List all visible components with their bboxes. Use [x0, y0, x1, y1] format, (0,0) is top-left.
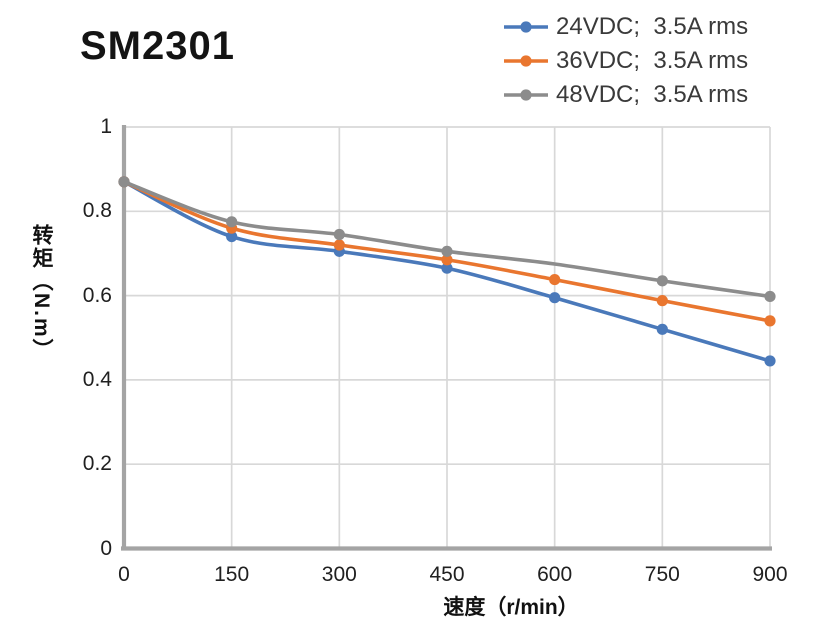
- series-marker-24vdc-150: [226, 230, 238, 243]
- series-marker-48vdc-900: [764, 290, 776, 303]
- series-marker-48vdc-300: [333, 228, 345, 241]
- legend-item-48vdc: 48VDC; 3.5A rms: [503, 81, 748, 108]
- series-marker-36vdc-600: [549, 273, 561, 286]
- x-axis-title: 速度（r/min）: [443, 596, 579, 619]
- y-axis-title: 转矩（N.m）: [30, 224, 53, 362]
- series-marker-36vdc-300: [333, 239, 345, 251]
- series-marker-48vdc-0: [118, 176, 130, 188]
- chart-title: SM2301: [80, 24, 235, 68]
- legend-item-36vdc: 36VDC; 3.5A rms: [503, 47, 748, 74]
- series-marker-36vdc-900: [764, 315, 776, 327]
- x-tick-label-750: 750: [644, 563, 680, 586]
- x-tick-label-900: 900: [752, 563, 788, 586]
- x-tick-label-300: 300: [321, 563, 357, 586]
- legend-label-24vdc: 24VDC; 3.5A rms: [556, 13, 749, 40]
- series-marker-48vdc-450: [441, 245, 453, 257]
- series-marker-36vdc-450: [441, 254, 453, 266]
- series-marker-24vdc-900: [764, 355, 776, 367]
- series-marker-48vdc-750: [656, 275, 668, 287]
- legend: 24VDC; 3.5A rms 36VDC; 3.5A rms 48VDC; 3.5…: [503, 13, 748, 108]
- legend-label-36vdc: 36VDC; 3.5A rms: [556, 47, 749, 74]
- legend-label-48vdc: 48VDC; 3.5A rms: [556, 81, 749, 108]
- series-marker-24vdc-750: [656, 323, 668, 335]
- legend-line-marker-icon: [504, 54, 548, 67]
- series-marker-48vdc-150: [226, 216, 238, 228]
- legend-line-marker-icon: [504, 88, 548, 101]
- x-tick-label-450: 450: [429, 563, 465, 586]
- x-tick-label-150: 150: [214, 563, 250, 586]
- legend-line-marker-icon: [504, 20, 548, 33]
- y-tick-label-1: 1: [100, 115, 112, 138]
- series-marker-36vdc-750: [656, 295, 668, 307]
- x-tick-label-600: 600: [537, 563, 573, 586]
- y-tick-label-0.8: 0.8: [82, 199, 112, 223]
- series-marker-24vdc-450: [441, 262, 453, 274]
- y-tick-label-0: 0: [100, 536, 112, 560]
- y-tick-label-0.2: 0.2: [82, 452, 112, 476]
- legend-item-24vdc: 24VDC; 3.5A rms: [503, 13, 748, 40]
- series-marker-24vdc-600: [549, 292, 561, 304]
- y-tick-label-0.6: 0.6: [82, 283, 112, 307]
- y-tick-label-0.4: 0.4: [82, 367, 112, 391]
- x-tick-label-0: 0: [118, 563, 130, 586]
